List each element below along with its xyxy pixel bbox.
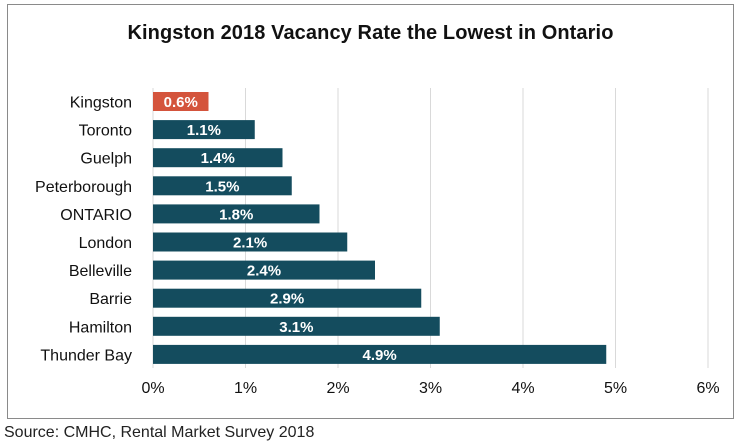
data-label: 1.1% — [187, 122, 221, 139]
x-tick-label: 1% — [234, 380, 257, 397]
bar-thunder-bay — [153, 344, 607, 364]
x-tick-label: 3% — [419, 380, 442, 397]
category-label: Guelph — [80, 151, 132, 168]
bar-kingston — [153, 92, 209, 111]
data-label: 2.4% — [247, 263, 281, 280]
category-label: Hamilton — [69, 319, 132, 336]
category-label: London — [79, 235, 132, 252]
data-label: 2.1% — [233, 235, 267, 252]
x-tick-label: 5% — [604, 380, 627, 397]
data-label: 0.6% — [164, 94, 198, 111]
bar-peterborough — [153, 176, 292, 196]
category-label: Kingston — [70, 95, 132, 112]
bar-chart: 0% 1% 2% 3% 4% 5% 6% Kingston 0.6% Toronto 1.1% Gue… — [35, 88, 720, 397]
category-label: Toronto — [79, 123, 132, 140]
data-label: 1.5% — [205, 178, 239, 195]
category-label: ONTARIO — [60, 207, 132, 224]
chart-title: Kingston 2018 Vacancy Rate the Lowest in… — [127, 22, 614, 44]
category-label: Belleville — [69, 263, 132, 280]
data-label: 2.9% — [270, 291, 304, 308]
bar-guelph — [153, 148, 283, 168]
bar-barrie — [153, 288, 422, 308]
data-label: 1.8% — [219, 206, 253, 223]
source-note: Source: CMHC, Rental Market Survey 2018 — [4, 424, 315, 441]
x-tick-label: 4% — [511, 380, 534, 397]
bar-belleville — [153, 260, 375, 280]
bar-hamilton — [153, 316, 440, 336]
category-label: Thunder Bay — [40, 347, 132, 364]
data-label: 3.1% — [279, 319, 313, 336]
category-label: Barrie — [89, 291, 132, 308]
x-tick-label: 2% — [326, 380, 349, 397]
bar-ontario — [153, 204, 320, 224]
bar-toronto — [153, 120, 255, 140]
data-label: 1.4% — [201, 150, 235, 167]
bar-london — [153, 232, 348, 252]
x-tick-label: 0% — [141, 380, 164, 397]
category-label: Peterborough — [35, 179, 132, 196]
data-label: 4.9% — [363, 347, 397, 364]
x-tick-label: 6% — [696, 380, 719, 397]
